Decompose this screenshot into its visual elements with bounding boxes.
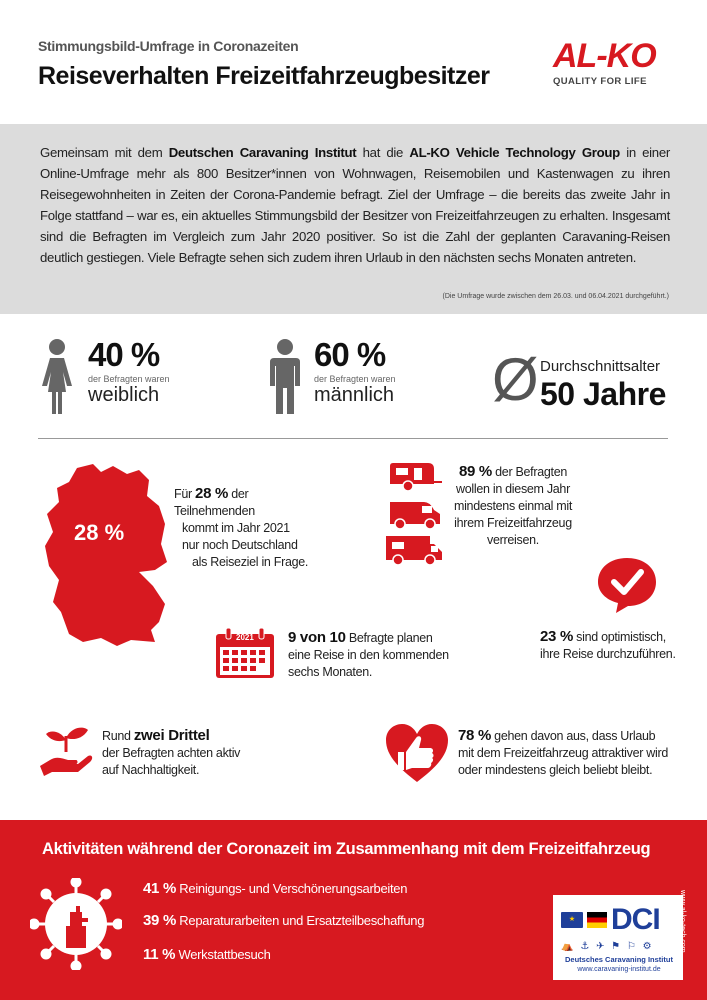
intro-text-2: hat die: [356, 145, 410, 160]
activity-label: Reinigungs- und Verschönerungsarbeiten: [176, 881, 408, 896]
male-icon: [270, 339, 300, 414]
plan-fact-line-1: 9 von 10 Befragte planen: [288, 629, 488, 647]
germany-num: 28 %: [195, 485, 229, 502]
vacation-fact-line-2: mit dem Freizeitfahrzeug attraktiver wir…: [458, 746, 668, 760]
travel-l1: der Befragten: [491, 465, 568, 479]
travel-fact-line-4: ihrem Freizeitfahrzeug: [454, 516, 572, 530]
vacation-l1: gehen davon aus, dass Urlaub: [491, 729, 656, 743]
germany-fact-line-3: kommt im Jahr 2021: [182, 521, 290, 535]
sustainability-fact-line-2: der Befragten achten aktiv: [102, 746, 241, 760]
activity-label: Werkstattbesuch: [175, 947, 271, 962]
optimism-fact: 23 % sind optimistisch, ihre Reise durch…: [540, 628, 680, 663]
eu-flag-icon: ★: [561, 912, 583, 928]
plan-fact-line-2: eine Reise in den kommenden: [288, 648, 449, 662]
calendar-year: 2021: [236, 633, 254, 642]
plan-fact-line-3: sechs Monaten.: [288, 665, 373, 679]
check-speech-bubble-icon: [598, 558, 656, 613]
germany-fact-line-4: nur noch Deutschland: [182, 538, 298, 552]
plan-fact: 9 von 10 Befragte planen eine Reise in d…: [288, 629, 488, 681]
activity-pct: 41 %: [143, 880, 176, 897]
virus-spray-icon: [30, 878, 122, 970]
activity-row-1: 41 % Reinigungs- und Verschönerungsarbei…: [143, 880, 407, 897]
intro-text: Gemeinsam mit dem Deutschen Caravaning I…: [40, 142, 670, 268]
avg-symbol: Ø: [492, 346, 539, 413]
activities-footer: Aktivitäten während der Coronazeit im Zu…: [0, 820, 707, 1000]
plan-num: 9 von 10: [288, 629, 346, 646]
male-pct: 60 %: [314, 336, 386, 373]
optimism-fact-line-1: 23 % sind optimistisch,: [540, 628, 680, 646]
kicker: Stimmungsbild-Umfrage in Coronazeiten: [38, 38, 299, 54]
header: Stimmungsbild-Umfrage in Coronazeiten Re…: [0, 0, 707, 120]
travel-fact-line-2: wollen in diesem Jahr: [456, 482, 570, 496]
calendar-icon: [216, 628, 274, 678]
intro-box: Gemeinsam mit dem Deutschen Caravaning I…: [0, 124, 707, 314]
travel-fact-line-5: verreisen.: [487, 533, 539, 547]
sustainability-lead: Rund: [102, 729, 134, 743]
activity-row-3: 11 % Werkstattbesuch: [143, 946, 271, 963]
germany-lead: Für: [174, 487, 196, 501]
sustainability-fact: Rund zwei Drittel der Befragten achten a…: [102, 727, 282, 779]
germany-fact: Für 28 % der Teilnehmenden kommt im Jahr…: [174, 485, 344, 571]
side-url: www.al-ko-tech.com: [679, 890, 686, 953]
alko-logo: AL-KO QUALITY FOR LIFE: [553, 38, 671, 96]
intro-bold-alko: AL-KO Vehicle Technology Group: [409, 145, 620, 160]
plan-l1: Befragte planen: [345, 631, 433, 645]
logo-tagline: QUALITY FOR LIFE: [553, 76, 647, 87]
vacation-fact: 78 % gehen davon aus, dass Urlaub mit de…: [458, 727, 688, 779]
optimism-l1: sind optimistisch,: [573, 630, 666, 644]
travel-fact-line-1: 89 % der Befragten: [438, 463, 588, 481]
female-stat: 40 % der Befragten waren weiblich: [88, 336, 218, 407]
page-title: Reiseverhalten Freizeitfahrzeugbesitzer: [38, 62, 490, 90]
activity-row-2: 39 % Reparaturarbeiten und Ersatzteilbes…: [143, 912, 424, 929]
avg-label: Durchschnittsalter: [540, 358, 661, 375]
male-sub: der Befragten waren: [314, 374, 396, 384]
activities-title: Aktivitäten während der Coronazeit im Zu…: [42, 840, 651, 858]
vacation-fact-line-1: 78 % gehen davon aus, dass Urlaub: [458, 727, 688, 745]
vacation-num: 78 %: [458, 727, 491, 744]
germany-map-pct: 28 %: [74, 520, 125, 545]
sustainability-num: zwei Drittel: [133, 727, 210, 744]
dci-word: DCI: [611, 903, 661, 936]
intro-text-3: in einer Online-Umfrage mehr als 800 Bes…: [40, 145, 670, 265]
germany-fact-line-2: Teilnehmenden: [174, 504, 255, 518]
survey-date-note: (Die Umfrage wurde zwischen dem 26.03. u…: [442, 293, 669, 300]
sustainability-fact-line-1: Rund zwei Drittel: [102, 727, 282, 745]
dci-name: Deutsches Caravaning Institut: [565, 955, 673, 964]
german-flag-icon: [587, 912, 607, 928]
travel-fact-line-3: mindestens einmal mit: [453, 499, 573, 513]
heart-thumbs-up-icon: [386, 724, 448, 782]
female-sub: der Befragten waren: [88, 374, 170, 384]
activity-label: Reparaturarbeiten und Ersatzteilbeschaff…: [176, 913, 425, 928]
dci-url: www.caravaning-institut.de: [577, 966, 661, 973]
travel-fact: 89 % der Befragten wollen in diesem Jahr…: [438, 463, 588, 549]
avg-value: 50 Jahre: [540, 376, 666, 412]
activity-pct: 11 %: [143, 946, 176, 963]
optimism-num: 23 %: [540, 628, 573, 645]
male-word: männlich: [314, 384, 395, 406]
activity-pct: 39 %: [143, 912, 176, 929]
germany-map-icon: [45, 464, 167, 646]
female-icon: [42, 339, 72, 414]
vacation-fact-line-3: oder mindestens gleich beliebt bleibt.: [458, 763, 653, 777]
intro-bold-dci: Deutschen Caravaning Institut: [168, 145, 357, 160]
divider: [38, 438, 668, 439]
travel-num: 89 %: [458, 463, 492, 480]
female-pct: 40 %: [88, 336, 160, 373]
germany-fact-line-1: Für 28 % der: [174, 485, 314, 503]
caravan-icon: [390, 463, 442, 492]
female-word: weiblich: [88, 384, 160, 406]
logo-word: AL-KO: [553, 37, 657, 75]
germany-tail: der: [228, 487, 249, 501]
male-stat: 60 % der Befragten waren männlich: [314, 336, 444, 407]
intro-text-1: Gemeinsam mit dem: [40, 145, 169, 160]
sustainability-fact-line-3: auf Nachhaltigkeit.: [102, 763, 200, 777]
dci-pictogram-row: ⛺ ⚓ ✈ ⚑ ⚐ ⚙: [561, 941, 654, 952]
dci-logo: ★ DCI ⛺ ⚓ ✈ ⚑ ⚐ ⚙ Deutsches Caravaning I…: [553, 895, 683, 980]
optimism-fact-line-2: ihre Reise durchzuführen.: [540, 647, 676, 661]
van-icon: [390, 502, 440, 530]
plant-in-hand-icon: [40, 727, 93, 776]
dci-logo-top: ★ DCI: [561, 903, 677, 937]
germany-fact-line-5: als Reiseziel in Frage.: [192, 555, 309, 569]
motorhome-icon: [386, 536, 442, 566]
